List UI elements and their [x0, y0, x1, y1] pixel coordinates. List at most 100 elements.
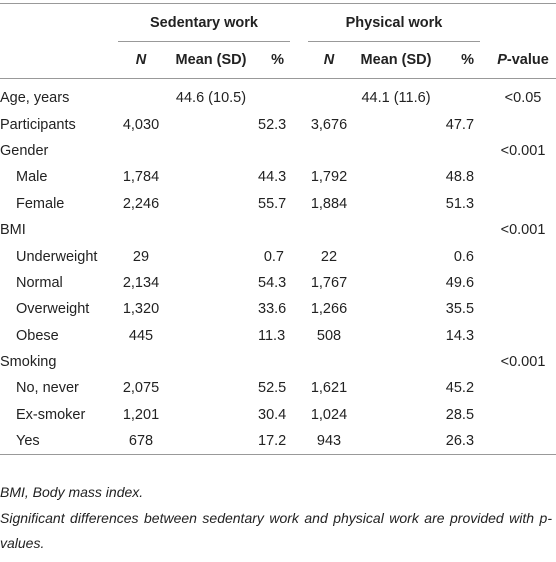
table-cell — [490, 402, 556, 428]
table-cell: 2,134 — [122, 274, 160, 291]
row-label: Ex-smoker — [16, 406, 86, 423]
table-cell — [258, 349, 290, 375]
table-cell — [442, 217, 480, 243]
table-cell — [164, 428, 258, 455]
table-cell — [350, 111, 442, 137]
table-cell: 47.7 — [445, 116, 475, 133]
table-cell: 44.6 (10.5) — [175, 90, 247, 107]
table-cell — [490, 270, 556, 296]
table-cell — [308, 79, 350, 112]
table-cell: <0.001 — [500, 354, 546, 371]
table-cell: 445 — [128, 327, 154, 344]
table-cell: 26.3 — [445, 433, 475, 450]
table-cell — [164, 402, 258, 428]
spacer — [290, 428, 308, 455]
table-row: Ex-smoker 1,201 30.4 1,024 28.5 — [0, 402, 556, 428]
table-cell: 54.3 — [258, 274, 287, 291]
group-header: Physical work — [308, 3, 481, 42]
table-cell: 52.3 — [258, 116, 287, 133]
table-cell — [164, 323, 258, 349]
table-cell — [258, 79, 290, 112]
table-row: No, never 2,075 52.5 1,621 45.2 — [0, 375, 556, 401]
spacer — [480, 323, 490, 349]
table-cell: 1,767 — [310, 274, 348, 291]
table-cell — [164, 191, 258, 217]
spacer — [480, 375, 490, 401]
table-cell: 30.4 — [258, 406, 287, 423]
table-cell — [118, 217, 164, 243]
spacer — [290, 375, 308, 401]
table-cell: 45.2 — [445, 380, 475, 397]
table-cell — [164, 270, 258, 296]
table-cell: 29 — [132, 248, 150, 265]
spacer — [480, 191, 490, 217]
table-cell — [164, 138, 258, 164]
table-row: Participants 4,030 52.3 3,676 47.7 — [0, 111, 556, 137]
spacer — [480, 296, 490, 322]
spacer — [290, 270, 308, 296]
row-label: Obese — [16, 327, 59, 344]
footnote: Significant differences between sedentar… — [0, 509, 552, 552]
table-cell: 1,201 — [122, 406, 160, 423]
spacer — [290, 138, 308, 164]
table-row: Overweight 1,320 33.6 1,266 35.5 — [0, 296, 556, 322]
table-cell: 1,792 — [310, 169, 348, 186]
table-cell: 35.5 — [445, 301, 475, 318]
row-label: Smoking — [0, 354, 57, 371]
table-cell: 1,320 — [122, 301, 160, 318]
table-cell: 1,266 — [310, 301, 348, 318]
table-row: Female 2,246 55.7 1,884 51.3 — [0, 191, 556, 217]
spacer — [480, 164, 490, 190]
table-cell: 49.6 — [445, 274, 475, 291]
table-row: BMI <0.001 — [0, 217, 556, 243]
table-cell: 28.5 — [445, 406, 475, 423]
column-header: N — [308, 41, 350, 79]
table-cell — [442, 349, 480, 375]
table-cell — [164, 111, 258, 137]
table-row: Normal 2,134 54.3 1,767 49.6 — [0, 270, 556, 296]
table-cell — [350, 217, 442, 243]
table-cell — [308, 138, 350, 164]
column-header: % — [442, 41, 481, 79]
table-row: Age, years 44.6 (10.5) 44.1 (11.6) <0.05 — [0, 79, 556, 112]
row-label: Gender — [0, 142, 49, 159]
table-cell: 0.7 — [263, 248, 284, 265]
table-cell: 678 — [128, 433, 154, 450]
table-cell: 0.6 — [453, 248, 475, 265]
table-cell: 943 — [316, 433, 342, 450]
spacer — [290, 191, 308, 217]
table-cell: 1,024 — [310, 406, 348, 423]
table-cell: 3,676 — [310, 116, 348, 133]
table-cell: 33.6 — [258, 301, 287, 318]
table-row: Male 1,784 44.3 1,792 48.8 — [0, 164, 556, 190]
table-cell — [118, 79, 164, 112]
row-label: Participants — [0, 116, 76, 133]
table-cell — [350, 164, 442, 190]
group-header: Sedentary work — [118, 3, 290, 42]
table-cell: 1,784 — [122, 169, 160, 186]
footnotes: BMI, Body mass index. Significant differ… — [0, 480, 552, 557]
table-cell — [350, 138, 442, 164]
table-cell: 508 — [316, 327, 342, 344]
table-cell — [164, 164, 258, 190]
table-cell — [490, 296, 556, 322]
spacer — [480, 79, 490, 112]
column-header: N — [118, 41, 164, 79]
table-cell: 1,621 — [310, 380, 348, 397]
table-cell: <0.001 — [500, 142, 546, 159]
table-cell — [258, 138, 290, 164]
row-label: Underweight — [16, 248, 98, 265]
row-label: BMI — [0, 222, 26, 239]
table-cell — [490, 111, 556, 137]
table-cell — [490, 428, 556, 455]
spacer — [480, 217, 490, 243]
table-cell: 2,075 — [122, 380, 160, 397]
data-table: Sedentary work Physical work N Mean (SD)… — [0, 3, 556, 456]
table-cell — [350, 323, 442, 349]
row-label: Age, years — [0, 90, 70, 107]
column-header: Mean (SD) — [350, 41, 442, 79]
column-header: Mean (SD) — [164, 41, 258, 79]
table-cell: 48.8 — [445, 169, 475, 186]
table-cell — [490, 164, 556, 190]
